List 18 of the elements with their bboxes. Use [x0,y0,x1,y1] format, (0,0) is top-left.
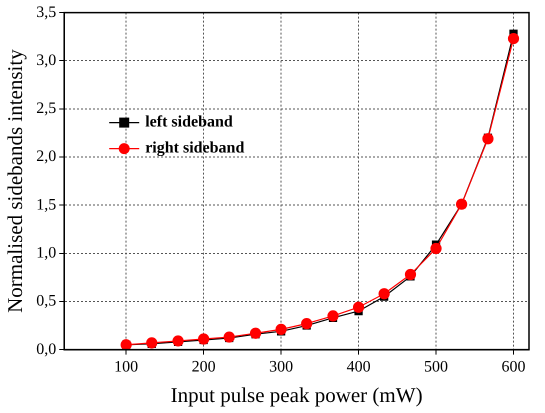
y-tick-label: 0,5 [36,292,56,310]
x-tick-label: 200 [192,358,216,376]
y-tick-label: 1,5 [36,196,56,214]
y-tick-label: 3,5 [36,4,56,21]
legend-label: right sideband [145,140,244,157]
y-tick-label: 0,0 [36,340,56,358]
x-axis-title: Input pulse peak power (mW) [170,382,423,407]
y-tick-label: 3,0 [36,52,56,69]
legend-label: left sideband [145,114,233,131]
y-axis-title: Normalised sidebands intensity [3,48,28,313]
y-tick-label: 2,0 [36,148,56,166]
x-tick-label: 400 [346,358,371,376]
y-tick-label: 1,0 [36,244,56,262]
y-tick-label: 2,5 [36,100,56,118]
x-tick-label: 300 [269,358,294,376]
x-tick-label: 500 [424,358,448,376]
x-tick-label: 100 [114,358,138,376]
x-tick-label: 600 [502,358,526,376]
